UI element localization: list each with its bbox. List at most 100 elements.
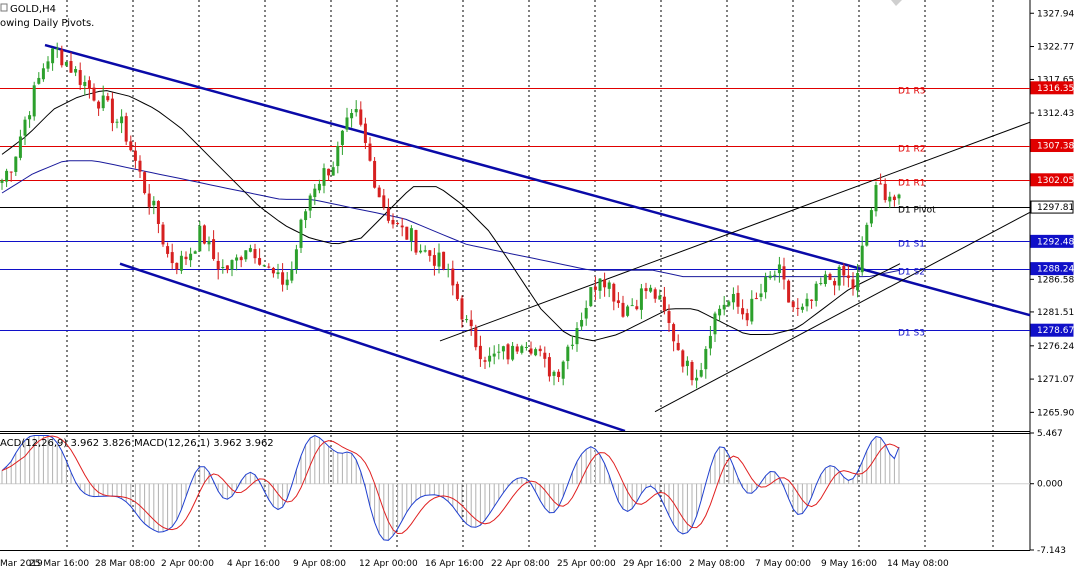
bull-candle [534, 349, 538, 356]
time-tick-label: 9 Apr 08:00 [293, 559, 346, 569]
bear-candle [543, 352, 547, 359]
bull-candle [55, 48, 59, 50]
bull-candle [575, 328, 579, 345]
bull-candle [18, 136, 22, 158]
bear-candle [846, 275, 850, 278]
bear-candle [506, 344, 510, 360]
bull-candle [658, 295, 662, 300]
bull-candle [313, 188, 317, 198]
bear-candle [212, 239, 216, 260]
pivot-price-badge [1030, 81, 1074, 95]
bear-candle [842, 266, 846, 276]
bear-candle [327, 168, 331, 176]
pivot-price-badge [1030, 139, 1074, 153]
shift-marker-icon[interactable] [891, 0, 902, 6]
bull-candle [699, 370, 703, 377]
price-tick-label: 1265.90 [1037, 408, 1074, 418]
bear-candle [166, 246, 170, 254]
bear-candle [603, 279, 607, 288]
bear-candle [202, 225, 206, 244]
pivot-price-badge [1030, 173, 1074, 187]
pivot-price-badge [1030, 234, 1074, 248]
price-tick-label: 1317.65 [1037, 75, 1074, 85]
bull-candle [727, 301, 731, 306]
bear-candle [396, 223, 400, 225]
pivot-label: D1 S2 [898, 268, 925, 278]
price-tick-label: 1327.94 [1037, 9, 1074, 19]
ascending-channel-lower [654, 211, 1030, 413]
time-tick-label: 9 May 16:00 [821, 559, 877, 569]
bear-candle [787, 280, 791, 303]
bull-candle [230, 260, 234, 270]
bear-candle [690, 361, 694, 381]
pivot-price-badge-label: 1297.81 [1037, 203, 1074, 213]
bull-candle [630, 305, 634, 307]
bear-candle [782, 266, 786, 280]
bear-candle [78, 70, 82, 85]
bull-candle [718, 308, 722, 316]
bull-candle [869, 210, 873, 224]
bull-candle [345, 117, 349, 130]
bull-candle [520, 346, 524, 353]
bear-candle [455, 283, 459, 300]
vertical-grid [66, 0, 994, 550]
bear-candle [883, 183, 887, 201]
bear-candle [644, 288, 648, 292]
bull-candle [897, 194, 901, 199]
bull-candle [64, 61, 68, 66]
bull-candle [704, 348, 708, 370]
bear-candle [133, 150, 137, 161]
bear-candle [653, 289, 657, 299]
bear-candle [359, 109, 363, 125]
pivot-price-badge-label: 1288.24 [1037, 265, 1074, 275]
bear-candle [156, 201, 160, 224]
fast-moving-average-line [1, 90, 901, 342]
pivot-label: D1 R2 [898, 145, 926, 155]
bull-candle [41, 68, 45, 80]
bull-candle [115, 121, 119, 123]
bear-candle [616, 300, 620, 304]
bull-candle [465, 319, 469, 321]
bull-candle [37, 77, 41, 84]
bull-candle [552, 371, 556, 376]
bull-candle [566, 346, 570, 362]
bear-candle [363, 123, 367, 143]
bull-candle [888, 196, 892, 202]
bull-candle [589, 287, 593, 307]
bear-candle [281, 272, 285, 285]
bear-candle [97, 101, 101, 109]
trendlines [44, 43, 1030, 431]
bull-candle [189, 253, 193, 261]
bull-candle [0, 180, 4, 183]
bear-candle [635, 306, 639, 310]
bull-candle [561, 361, 565, 379]
time-tick-label: Mar 2019 [0, 559, 43, 569]
bull-candle [777, 264, 781, 274]
time-tick-label: 2 Apr 00:00 [161, 559, 214, 569]
bear-candle [124, 116, 128, 142]
symbol-label: GOLD,H4 [10, 4, 56, 15]
bear-candle [382, 195, 386, 208]
bull-candle [856, 273, 860, 291]
macd-line [1, 434, 900, 541]
pivot-price-badge [1030, 323, 1074, 337]
bear-candle [9, 171, 13, 173]
bull-candle [731, 293, 735, 303]
bear-candle [662, 296, 666, 311]
bear-candle [92, 87, 96, 101]
bull-candle [193, 251, 197, 254]
macd-tick-label: -7.143 [1037, 546, 1066, 556]
bull-candle [805, 298, 809, 307]
macd-tick-label: 0.000 [1037, 480, 1063, 490]
time-tick-label: 7 May 00:00 [755, 559, 811, 569]
bull-candle [865, 224, 869, 246]
bear-candle [681, 350, 685, 367]
pivot-label: D1 Pivot [898, 206, 936, 216]
bull-candle [695, 377, 699, 381]
bear-candle [515, 346, 519, 352]
time-tick-label: 2 May 08:00 [689, 559, 745, 569]
macd-signal-line [1, 435, 900, 535]
bear-candle [253, 249, 257, 259]
bull-candle [32, 85, 36, 117]
